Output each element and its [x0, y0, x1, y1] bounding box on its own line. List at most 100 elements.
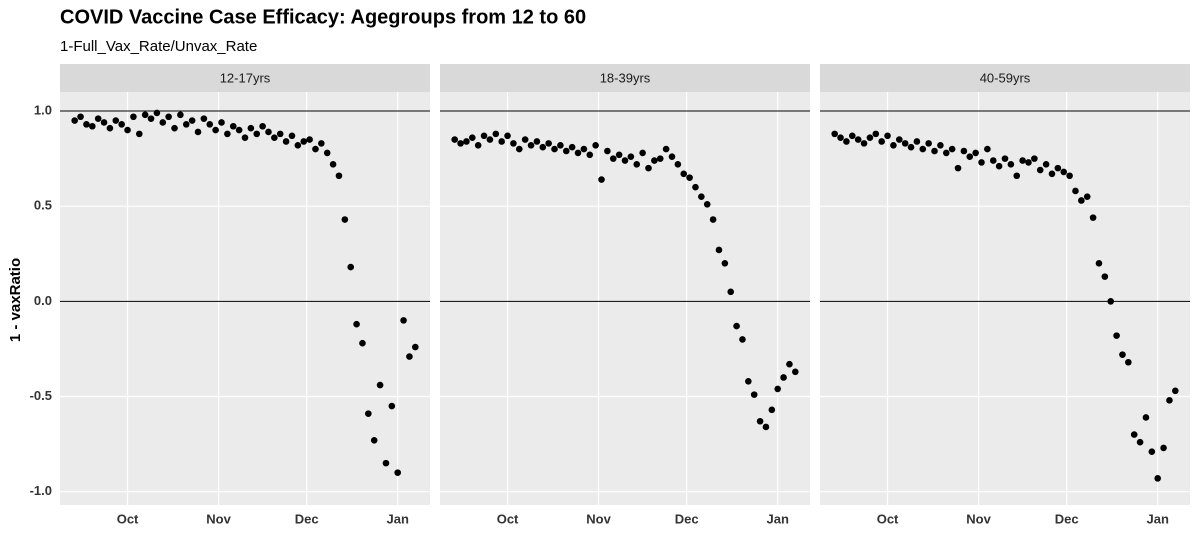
data-point [662, 145, 670, 153]
data-point [1036, 166, 1044, 174]
data-point [241, 134, 249, 141]
data-point [1019, 157, 1026, 164]
data-point [709, 216, 717, 223]
strip [820, 64, 1190, 92]
data-point [1166, 397, 1173, 404]
data-point [276, 130, 284, 138]
data-point [412, 343, 419, 351]
data-point [288, 132, 296, 140]
data-point [206, 121, 214, 128]
panel [440, 92, 810, 505]
data-point [294, 141, 302, 149]
data-point [347, 263, 355, 271]
data-point [984, 145, 991, 153]
y-tick-label: -0.5 [30, 388, 52, 403]
data-point [592, 141, 599, 149]
data-point [1054, 164, 1062, 172]
data-point [1001, 155, 1009, 162]
data-point [527, 141, 535, 149]
data-point [890, 141, 897, 149]
data-point [171, 124, 178, 132]
data-point [271, 134, 278, 141]
data-point [557, 141, 564, 149]
data-point [77, 113, 84, 121]
data-point [312, 145, 319, 153]
data-point [486, 136, 494, 143]
data-point [1007, 161, 1015, 168]
data-point [112, 117, 120, 124]
data-point [1013, 172, 1021, 180]
data-point [768, 406, 776, 414]
data-point [978, 159, 985, 166]
data-point [598, 176, 605, 183]
data-point [1031, 155, 1038, 162]
data-point [633, 161, 641, 168]
data-point [645, 164, 652, 172]
data-point [925, 140, 932, 147]
data-point [1083, 193, 1091, 200]
data-point [907, 143, 915, 151]
data-point [562, 147, 570, 155]
data-point [365, 410, 372, 417]
data-point [884, 132, 891, 140]
data-point [786, 360, 793, 368]
data-point [153, 109, 161, 117]
data-point [515, 145, 523, 153]
data-point [400, 317, 407, 324]
data-point [159, 119, 167, 126]
data-point [860, 140, 868, 147]
data-point [388, 402, 396, 410]
data-point [1125, 358, 1132, 366]
data-point [1130, 431, 1138, 438]
data-point [1160, 444, 1167, 452]
data-point [1107, 298, 1115, 305]
data-point [866, 134, 874, 141]
data-point [780, 374, 787, 381]
data-point [733, 322, 740, 330]
data-point [745, 377, 752, 385]
data-point [843, 138, 850, 145]
data-point [995, 162, 1003, 170]
data-point [774, 385, 781, 393]
x-tick-label: Nov [586, 511, 611, 526]
data-point [721, 259, 729, 267]
data-point [521, 136, 529, 143]
y-tick-label: -1.0 [30, 483, 52, 498]
data-point [604, 147, 611, 155]
data-point [463, 138, 470, 145]
data-point [954, 164, 962, 172]
data-point [457, 140, 464, 147]
data-point [966, 153, 974, 161]
data-point [627, 153, 635, 161]
data-point [1060, 168, 1068, 176]
x-tick-label: Dec [295, 511, 319, 526]
data-point [1025, 159, 1032, 166]
data-point [727, 288, 735, 296]
facet-label: 40-59yrs [980, 70, 1031, 85]
data-point [1066, 172, 1073, 180]
data-point [147, 115, 155, 122]
x-tick-label: Jan [1146, 511, 1168, 526]
data-point [901, 140, 909, 147]
data-point [651, 157, 658, 164]
data-point [1172, 387, 1179, 395]
data-point [394, 469, 401, 476]
data-point [1089, 214, 1097, 221]
data-point [451, 136, 458, 143]
data-point [370, 436, 378, 444]
data-point [1148, 448, 1156, 456]
data-point [504, 132, 511, 140]
data-point [177, 111, 184, 119]
data-point [639, 149, 646, 157]
y-tick-label: 1.0 [34, 102, 52, 117]
x-tick-label: Oct [877, 511, 899, 526]
data-point [948, 145, 956, 153]
data-point [406, 353, 413, 360]
x-tick-label: Dec [675, 511, 699, 526]
data-point [282, 138, 290, 145]
data-point [118, 121, 125, 128]
panel [60, 92, 430, 505]
data-point [335, 172, 343, 180]
data-point [224, 130, 231, 138]
